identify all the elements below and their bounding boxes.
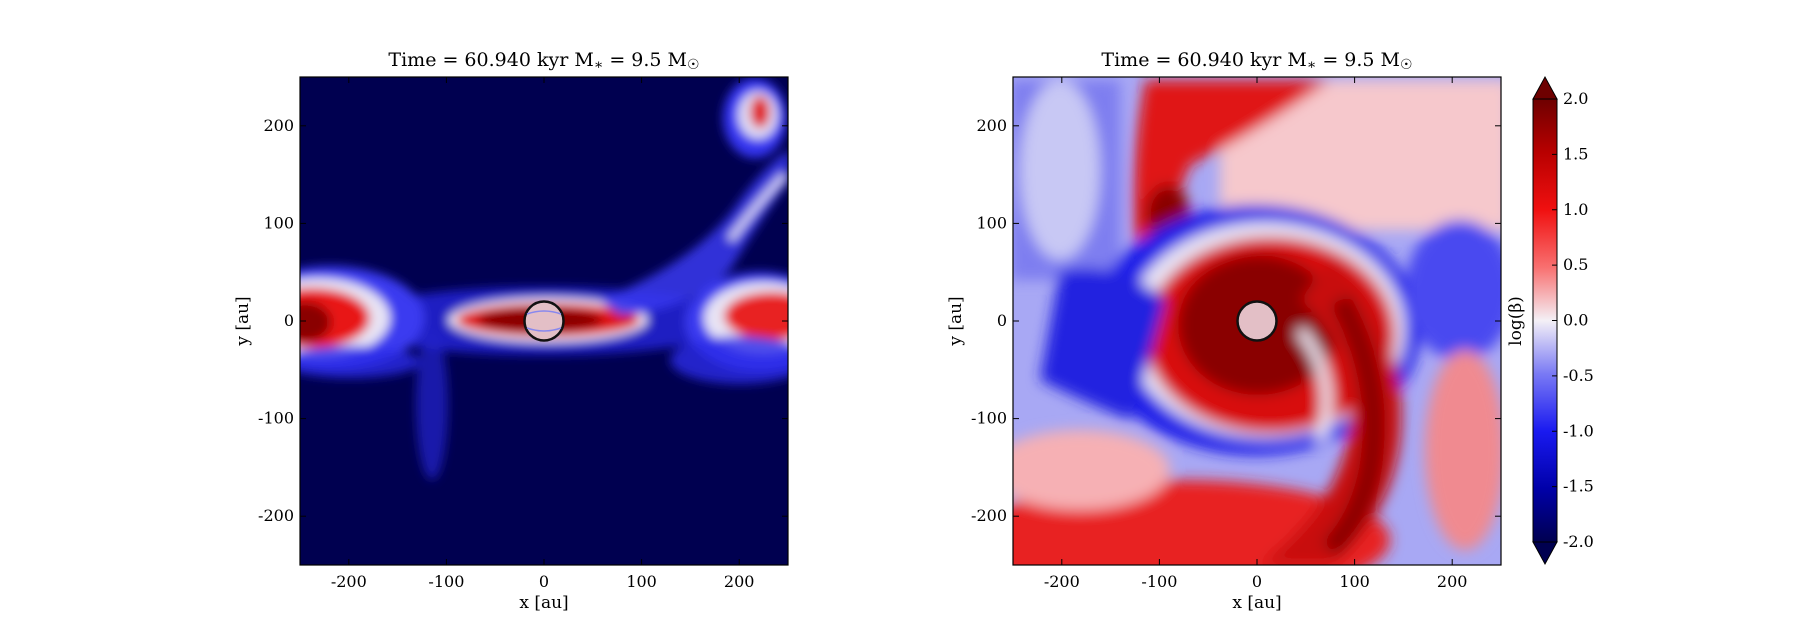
- right-left-blue-sector: [1040, 268, 1165, 420]
- right-title: Time = 60.940 kyr M∗ = 9.5 M☉: [1101, 49, 1412, 73]
- colorbar-tick-label: 1.5: [1563, 144, 1588, 163]
- right-lobe-red: [724, 292, 788, 340]
- right-x-ticks: -200 -100 0 100 200: [1044, 77, 1468, 591]
- colorbar: 2.0 1.5 1.0 0.5 0.0 -0.5 -1.0 -1.5 -2.0 log(β): [1506, 75, 1594, 566]
- right-ytick-label: -100: [971, 409, 1007, 428]
- downward-plume: [416, 330, 448, 480]
- right-upper-red-arm: [1133, 80, 1330, 245]
- right-bg-left-light: [1020, 80, 1100, 260]
- left-ytick-label: 100: [263, 213, 294, 232]
- colorbar-tick-label: 1.0: [1563, 200, 1588, 219]
- left-xtick-label: 200: [724, 572, 755, 591]
- right-xtick-label: 0: [1252, 572, 1262, 591]
- left-xtick-label: 100: [626, 572, 657, 591]
- colorbar-tick-label: -1.0: [1563, 421, 1594, 440]
- colorbar-ticks: 2.0 1.5 1.0 0.5 0.0 -0.5 -1.0 -1.5 -2.0: [1552, 89, 1594, 551]
- right-xtick-label: 200: [1437, 572, 1468, 591]
- right-spiral-gap: [1296, 326, 1332, 442]
- right-panel: Time = 60.940 kyr M∗ = 9.5 M☉: [946, 49, 1502, 613]
- left-ytick-label: 0: [284, 311, 294, 330]
- right-xlabel: x [au]: [1232, 593, 1281, 613]
- right-star-marker: [1236, 300, 1278, 342]
- right-spiral-arm-dark: [1322, 294, 1385, 558]
- colorbar-tick-label: 0.5: [1563, 255, 1588, 274]
- colorbar-tick-label: -1.5: [1563, 477, 1594, 496]
- right-bottom-pink: [1013, 430, 1170, 510]
- right-ylabel: y [au]: [946, 296, 966, 346]
- left-panel: Time = 60.940 kyr M∗ = 9.5 M☉: [233, 49, 789, 613]
- right-xtick-label: -200: [1044, 572, 1080, 591]
- right-ytick-label: 100: [976, 213, 1007, 232]
- colorbar-label: log(β): [1506, 296, 1526, 346]
- colorbar-tick-label: -2.0: [1563, 532, 1594, 551]
- left-x-ticks: -200 -100 0 100 200: [331, 77, 755, 591]
- left-xtick-label: -200: [331, 572, 367, 591]
- left-star-streak-2: [526, 327, 562, 332]
- left-heatmap: [300, 77, 788, 565]
- colorbar-extend-top: [1532, 75, 1558, 100]
- right-ytick-label: 200: [976, 116, 1007, 135]
- left-xtick-label: -100: [428, 572, 464, 591]
- right-xtick-label: 100: [1339, 572, 1370, 591]
- left-ytick-label: -100: [258, 409, 294, 428]
- lower-left-outflow: [300, 346, 420, 378]
- left-star-marker: [523, 300, 565, 342]
- right-y-ticks: -200 -100 0 100 200: [971, 116, 1501, 525]
- left-ytick-label: -200: [258, 506, 294, 525]
- left-ytick-label: 200: [263, 116, 294, 135]
- left-y-ticks: -200 -100 0 100 200: [258, 116, 788, 525]
- colorbar-tick-label: 2.0: [1563, 89, 1588, 108]
- left-lobe-core: [300, 302, 331, 342]
- left-title: Time = 60.940 kyr M∗ = 9.5 M☉: [388, 49, 699, 73]
- lower-right-outflow: [670, 336, 788, 384]
- right-xtick-label: -100: [1141, 572, 1177, 591]
- colorbar-tick-label: -0.5: [1563, 366, 1594, 385]
- right-heatmap: [1013, 77, 1501, 565]
- upper-right-arm: [600, 151, 788, 316]
- right-right-pink: [1425, 350, 1501, 550]
- upper-right-arm-inner: [726, 172, 788, 243]
- right-ytick-label: -200: [971, 506, 1007, 525]
- right-ytick-label: 0: [997, 311, 1007, 330]
- left-star-streak: [526, 310, 562, 315]
- colorbar-tick-label: 0.0: [1563, 311, 1588, 330]
- top-right-blob-red: [750, 96, 770, 128]
- colorbar-extend-bottom: [1532, 541, 1558, 566]
- left-ylabel: y [au]: [233, 296, 253, 346]
- left-xlabel: x [au]: [519, 593, 568, 613]
- right-right-blue: [1405, 220, 1501, 360]
- left-xtick-label: 0: [539, 572, 549, 591]
